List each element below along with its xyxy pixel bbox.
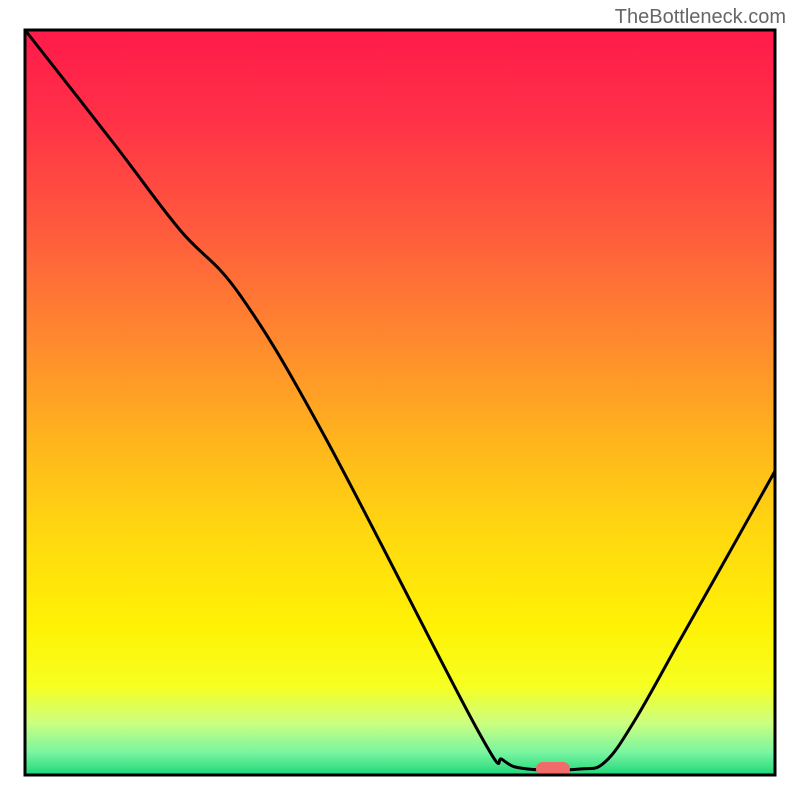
watermark-text: TheBottleneck.com [615,6,786,29]
bottleneck-chart [0,0,800,800]
background-gradient [25,30,775,775]
